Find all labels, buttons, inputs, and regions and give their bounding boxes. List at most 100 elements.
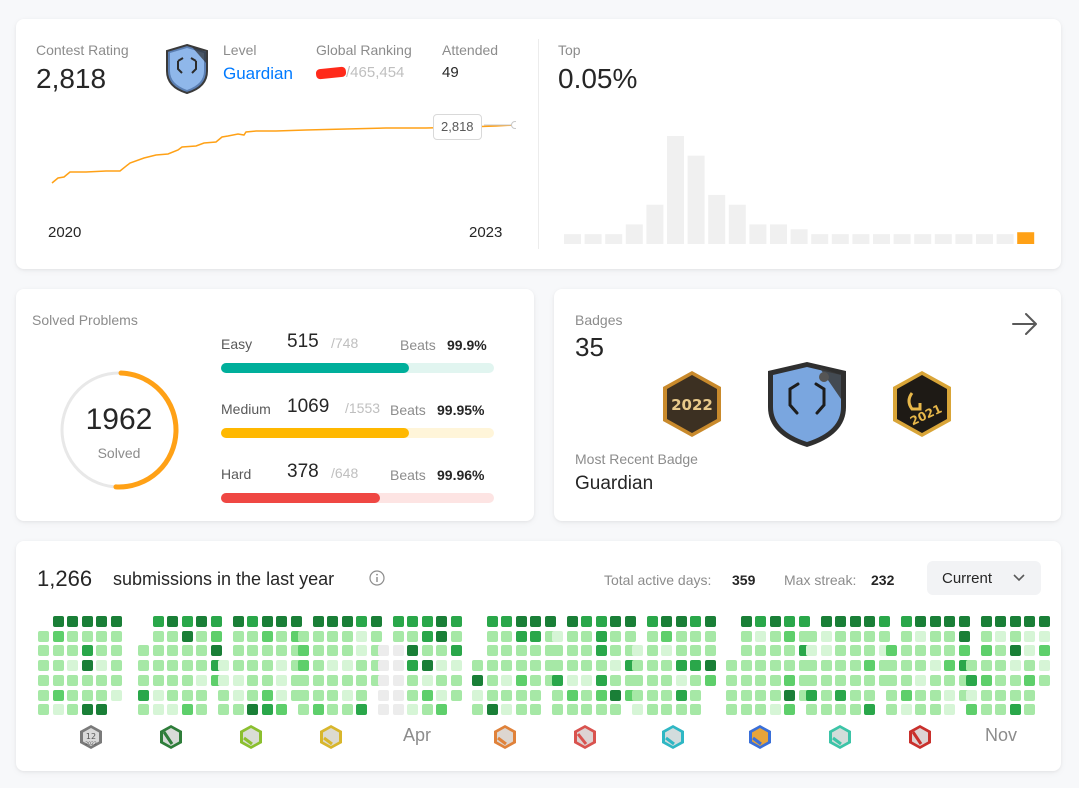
heatmap-day-cell[interactable] [690,674,702,686]
heatmap-day-cell[interactable] [486,630,498,642]
heatmap-day-cell[interactable] [247,616,259,627]
heatmap-day-cell[interactable] [451,689,462,701]
heatmap-day-cell[interactable] [755,630,767,642]
heatmap-day-cell[interactable] [900,645,912,657]
heatmap-day-cell[interactable] [371,616,382,627]
heatmap-day-cell[interactable] [929,704,941,716]
heatmap-day-cell[interactable] [879,660,890,672]
heatmap-day-cell[interactable] [501,674,513,686]
heatmap-day-cell[interactable] [1009,704,1021,716]
aug-challenge-badge-icon[interactable] [660,724,686,750]
heatmap-day-cell[interactable] [67,674,79,686]
heatmap-day-cell[interactable] [218,660,229,672]
heatmap-day-cell[interactable] [646,674,658,686]
heatmap-day-cell[interactable] [690,645,702,657]
heatmap-day-cell[interactable] [341,704,353,716]
heatmap-day-cell[interactable] [276,704,288,716]
heatmap-day-cell[interactable] [980,704,992,716]
heatmap-day-cell[interactable] [806,674,817,686]
heatmap-day-cell[interactable] [371,645,382,657]
heatmap-day-cell[interactable] [864,616,876,627]
heatmap-day-cell[interactable] [1039,630,1050,642]
heatmap-day-cell[interactable] [581,616,593,627]
heatmap-day-cell[interactable] [81,704,93,716]
heatmap-day-cell[interactable] [632,645,643,657]
heatmap-day-cell[interactable] [232,674,244,686]
heatmap-day-cell[interactable] [835,674,847,686]
heatmap-day-cell[interactable] [291,630,302,642]
heatmap-day-cell[interactable] [196,689,208,701]
heatmap-day-cell[interactable] [726,689,737,701]
heatmap-day-cell[interactable] [312,630,324,642]
heatmap-day-cell[interactable] [232,630,244,642]
heatmap-day-cell[interactable] [167,660,179,672]
heatmap-day-cell[interactable] [421,645,433,657]
heatmap-day-cell[interactable] [566,660,578,672]
heatmap-day-cell[interactable] [929,674,941,686]
heatmap-day-cell[interactable] [632,660,643,672]
heatmap-day-cell[interactable] [675,704,687,716]
distribution-bar[interactable] [976,234,993,244]
heatmap-day-cell[interactable] [291,674,302,686]
heatmap-day-cell[interactable] [298,660,309,672]
distribution-bar[interactable] [564,234,581,244]
heatmap-day-cell[interactable] [341,674,353,686]
heatmap-day-cell[interactable] [261,704,273,716]
distribution-bar[interactable] [790,229,808,244]
heatmap-day-cell[interactable] [915,704,927,716]
heatmap-day-cell[interactable] [327,689,339,701]
heatmap-day-cell[interactable] [726,704,737,716]
jun-challenge-badge-icon[interactable] [492,724,518,750]
heatmap-day-cell[interactable] [755,645,767,657]
heatmap-day-cell[interactable] [327,674,339,686]
heatmap-day-cell[interactable] [167,674,179,686]
heatmap-day-cell[interactable] [291,660,302,672]
heatmap-day-cell[interactable] [944,660,956,672]
distribution-bar[interactable] [852,234,870,244]
heatmap-day-cell[interactable] [312,674,324,686]
heatmap-day-cell[interactable] [625,630,636,642]
heatmap-day-cell[interactable] [378,645,389,657]
heatmap-day-cell[interactable] [1024,704,1036,716]
heatmap-day-cell[interactable] [929,660,941,672]
heatmap-day-cell[interactable] [900,689,912,701]
heatmap-day-cell[interactable] [436,674,448,686]
heatmap-day-cell[interactable] [690,616,702,627]
mar-challenge-badge-icon[interactable] [238,724,264,750]
heatmap-day-cell[interactable] [421,630,433,642]
heatmap-day-cell[interactable] [675,616,687,627]
heatmap-day-cell[interactable] [181,616,193,627]
heatmap-day-cell[interactable] [740,630,752,642]
heatmap-day-cell[interactable] [646,689,658,701]
heatmap-day-cell[interactable] [261,630,273,642]
heatmap-day-cell[interactable] [915,660,927,672]
heatmap-day-cell[interactable] [944,645,956,657]
distribution-bar[interactable] [811,234,829,244]
heatmap-day-cell[interactable] [1009,645,1021,657]
heatmap-day-cell[interactable] [530,630,542,642]
heatmap-day-cell[interactable] [167,645,179,657]
heatmap-day-cell[interactable] [356,630,368,642]
heatmap-day-cell[interactable] [392,674,404,686]
heatmap-day-cell[interactable] [595,645,607,657]
guardian-shield-badge-icon[interactable] [764,359,850,449]
nov-challenge-badge-icon[interactable] [907,724,933,750]
heatmap-day-cell[interactable] [755,660,767,672]
heatmap-day-cell[interactable] [111,674,122,686]
heatmap-day-cell[interactable] [625,689,636,701]
heatmap-day-cell[interactable] [661,630,673,642]
heatmap-day-cell[interactable] [276,616,288,627]
heatmap-day-cell[interactable] [261,645,273,657]
heatmap-day-cell[interactable] [610,616,622,627]
arrow-right-icon[interactable] [1010,311,1040,337]
apr-early-challenge-badge-icon[interactable] [318,724,344,750]
heatmap-day-cell[interactable] [276,689,288,701]
heatmap-day-cell[interactable] [232,704,244,716]
heatmap-day-cell[interactable] [261,674,273,686]
heatmap-day-cell[interactable] [705,616,716,627]
heatmap-day-cell[interactable] [298,674,309,686]
heatmap-day-cell[interactable] [959,689,970,701]
heatmap-day-cell[interactable] [610,630,622,642]
heatmap-day-cell[interactable] [1024,630,1036,642]
jan-challenge-badge-icon[interactable]: 12 2022 [78,724,104,750]
